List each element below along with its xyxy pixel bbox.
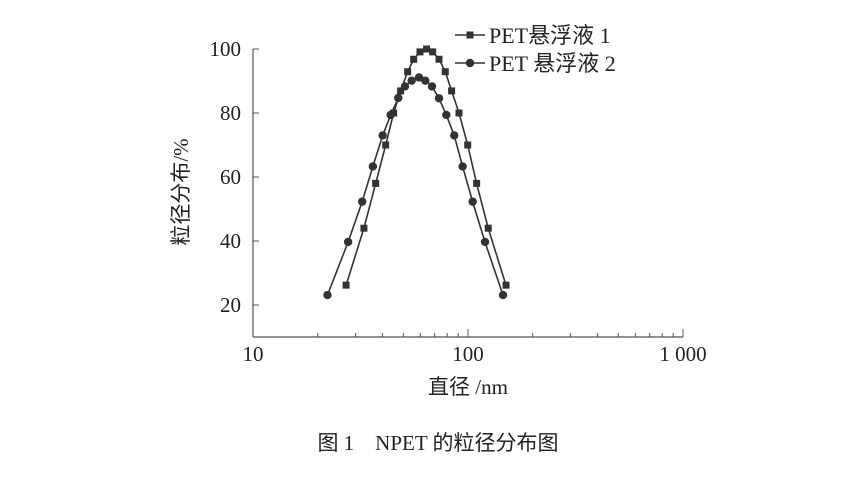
legend-label-1: PET悬浮液 1	[489, 23, 611, 48]
data-point-circle	[498, 290, 508, 300]
data-point-circle	[378, 131, 387, 140]
data-point-square	[372, 179, 380, 187]
data-point-circle	[357, 197, 367, 206]
data-point-square	[448, 87, 456, 95]
data-point-circle	[468, 197, 477, 206]
legend-label-2: PET 悬浮液 2	[489, 51, 616, 76]
data-point-circle	[427, 82, 437, 91]
data-point-circle	[480, 237, 490, 247]
data-point-square	[441, 68, 449, 76]
data-point-circle	[394, 93, 403, 103]
x-axis-label: 直径 /nm	[428, 375, 508, 399]
data-point-square	[397, 87, 405, 95]
data-point-circle	[343, 237, 353, 247]
data-point-circle	[414, 73, 424, 82]
y-axis-label: 粒径分布/%	[169, 138, 193, 245]
legend-marker-square	[466, 31, 474, 39]
data-point-circle	[434, 94, 444, 103]
y-tick-label: 20	[220, 293, 241, 317]
data-point-circle	[386, 110, 395, 120]
data-point-square	[416, 48, 424, 56]
x-tick-label: 1 000	[659, 342, 706, 366]
data-point-circle	[458, 162, 467, 171]
data-point-square	[410, 55, 418, 63]
data-point-square	[423, 45, 431, 53]
series-group	[323, 45, 510, 300]
data-point-circle	[368, 162, 378, 171]
data-point-square	[382, 141, 390, 149]
data-point-circle	[442, 110, 451, 120]
x-tick-label: 100	[452, 342, 484, 366]
data-point-square	[464, 141, 472, 149]
y-tick-label: 40	[220, 229, 241, 253]
data-point-square	[435, 55, 443, 63]
data-point-square	[502, 281, 510, 289]
data-point-square	[360, 224, 368, 232]
data-point-circle	[421, 76, 430, 85]
y-tick-label: 80	[220, 101, 241, 125]
data-point-square	[473, 179, 481, 187]
data-point-square	[455, 109, 463, 117]
axes: 20 40 60 80 100 10 100 1 000	[210, 37, 707, 366]
data-point-square	[342, 281, 350, 289]
data-point-circle	[407, 76, 416, 85]
data-point-square	[429, 48, 437, 56]
legend-marker-circle	[465, 58, 475, 68]
data-point-circle	[323, 290, 332, 300]
data-point-circle	[400, 82, 410, 91]
x-tick-label: 10	[243, 342, 264, 366]
y-tick-label: 60	[220, 165, 241, 189]
data-point-square	[484, 224, 492, 232]
data-point-square	[404, 68, 412, 76]
y-tick-label: 100	[210, 37, 242, 61]
figure-caption: 图 1 NPET 的粒径分布图	[317, 431, 558, 455]
legend: PET悬浮液 1 PET 悬浮液 2	[455, 23, 616, 76]
data-point-circle	[450, 131, 459, 140]
